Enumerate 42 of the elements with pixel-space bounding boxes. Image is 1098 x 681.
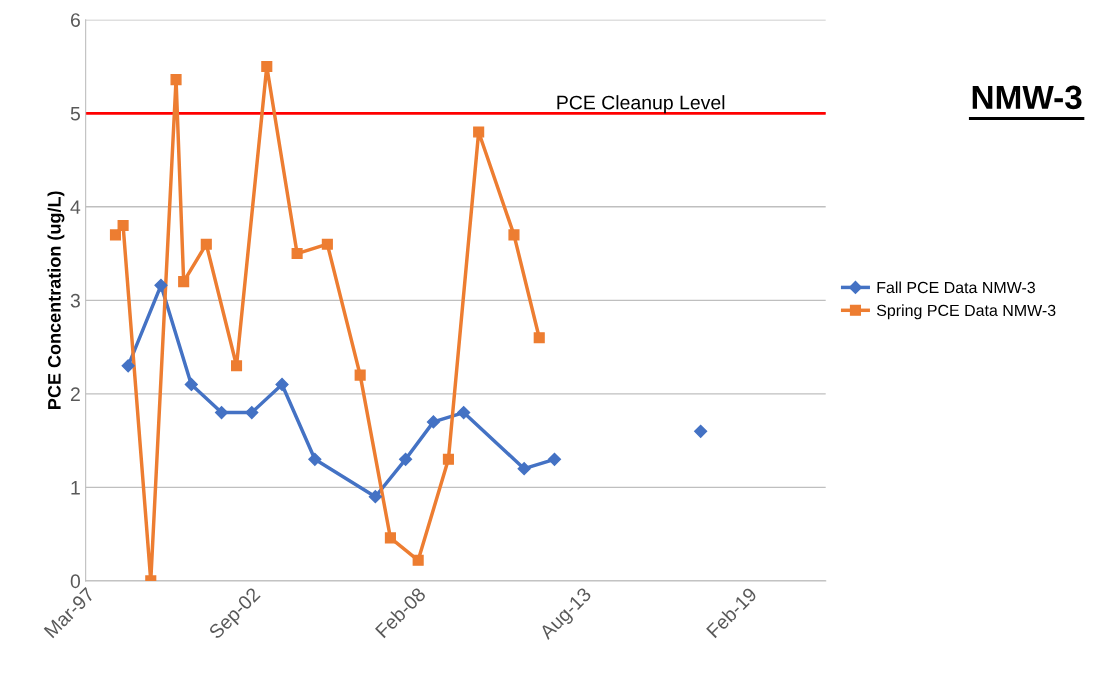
y-tick-label: 6 <box>70 13 80 27</box>
point <box>184 377 198 392</box>
point <box>200 238 212 250</box>
point <box>245 405 259 420</box>
point <box>117 219 129 232</box>
point <box>426 415 441 429</box>
y-tick-label: 3 <box>70 293 80 308</box>
point <box>308 452 322 466</box>
legend-label: Spring PCE Data NMW-3 <box>876 304 1056 320</box>
point <box>694 424 708 438</box>
y-tick-label: 5 <box>70 106 80 121</box>
y-axis-title: PCE Concentration (ug/L) <box>47 191 65 409</box>
point <box>473 126 485 138</box>
point <box>398 452 413 466</box>
point <box>109 229 122 241</box>
point <box>457 405 471 420</box>
point <box>384 532 396 544</box>
point <box>275 377 289 392</box>
point <box>321 238 333 250</box>
point <box>517 462 531 476</box>
point <box>178 276 190 288</box>
point <box>170 74 182 86</box>
point <box>412 554 424 566</box>
text: NMW-3 <box>972 85 1082 110</box>
y-tick-label: 0 <box>70 574 81 589</box>
point <box>533 332 545 344</box>
y-tick-label: 4 <box>70 200 81 214</box>
point <box>154 278 168 292</box>
point <box>291 248 303 260</box>
y-tick-label: 1 <box>71 481 80 495</box>
point <box>547 452 562 466</box>
point <box>230 360 243 372</box>
legend-label: Fall PCE Data NMW-3 <box>877 281 1035 294</box>
point <box>261 60 273 73</box>
point <box>368 490 382 504</box>
point <box>121 359 135 373</box>
point <box>354 369 366 381</box>
point <box>214 405 229 420</box>
point <box>508 229 520 241</box>
point <box>442 453 454 465</box>
y-tick-label: 2 <box>70 387 80 401</box>
ref-line-label: PCE Cleanup Level <box>557 95 725 114</box>
